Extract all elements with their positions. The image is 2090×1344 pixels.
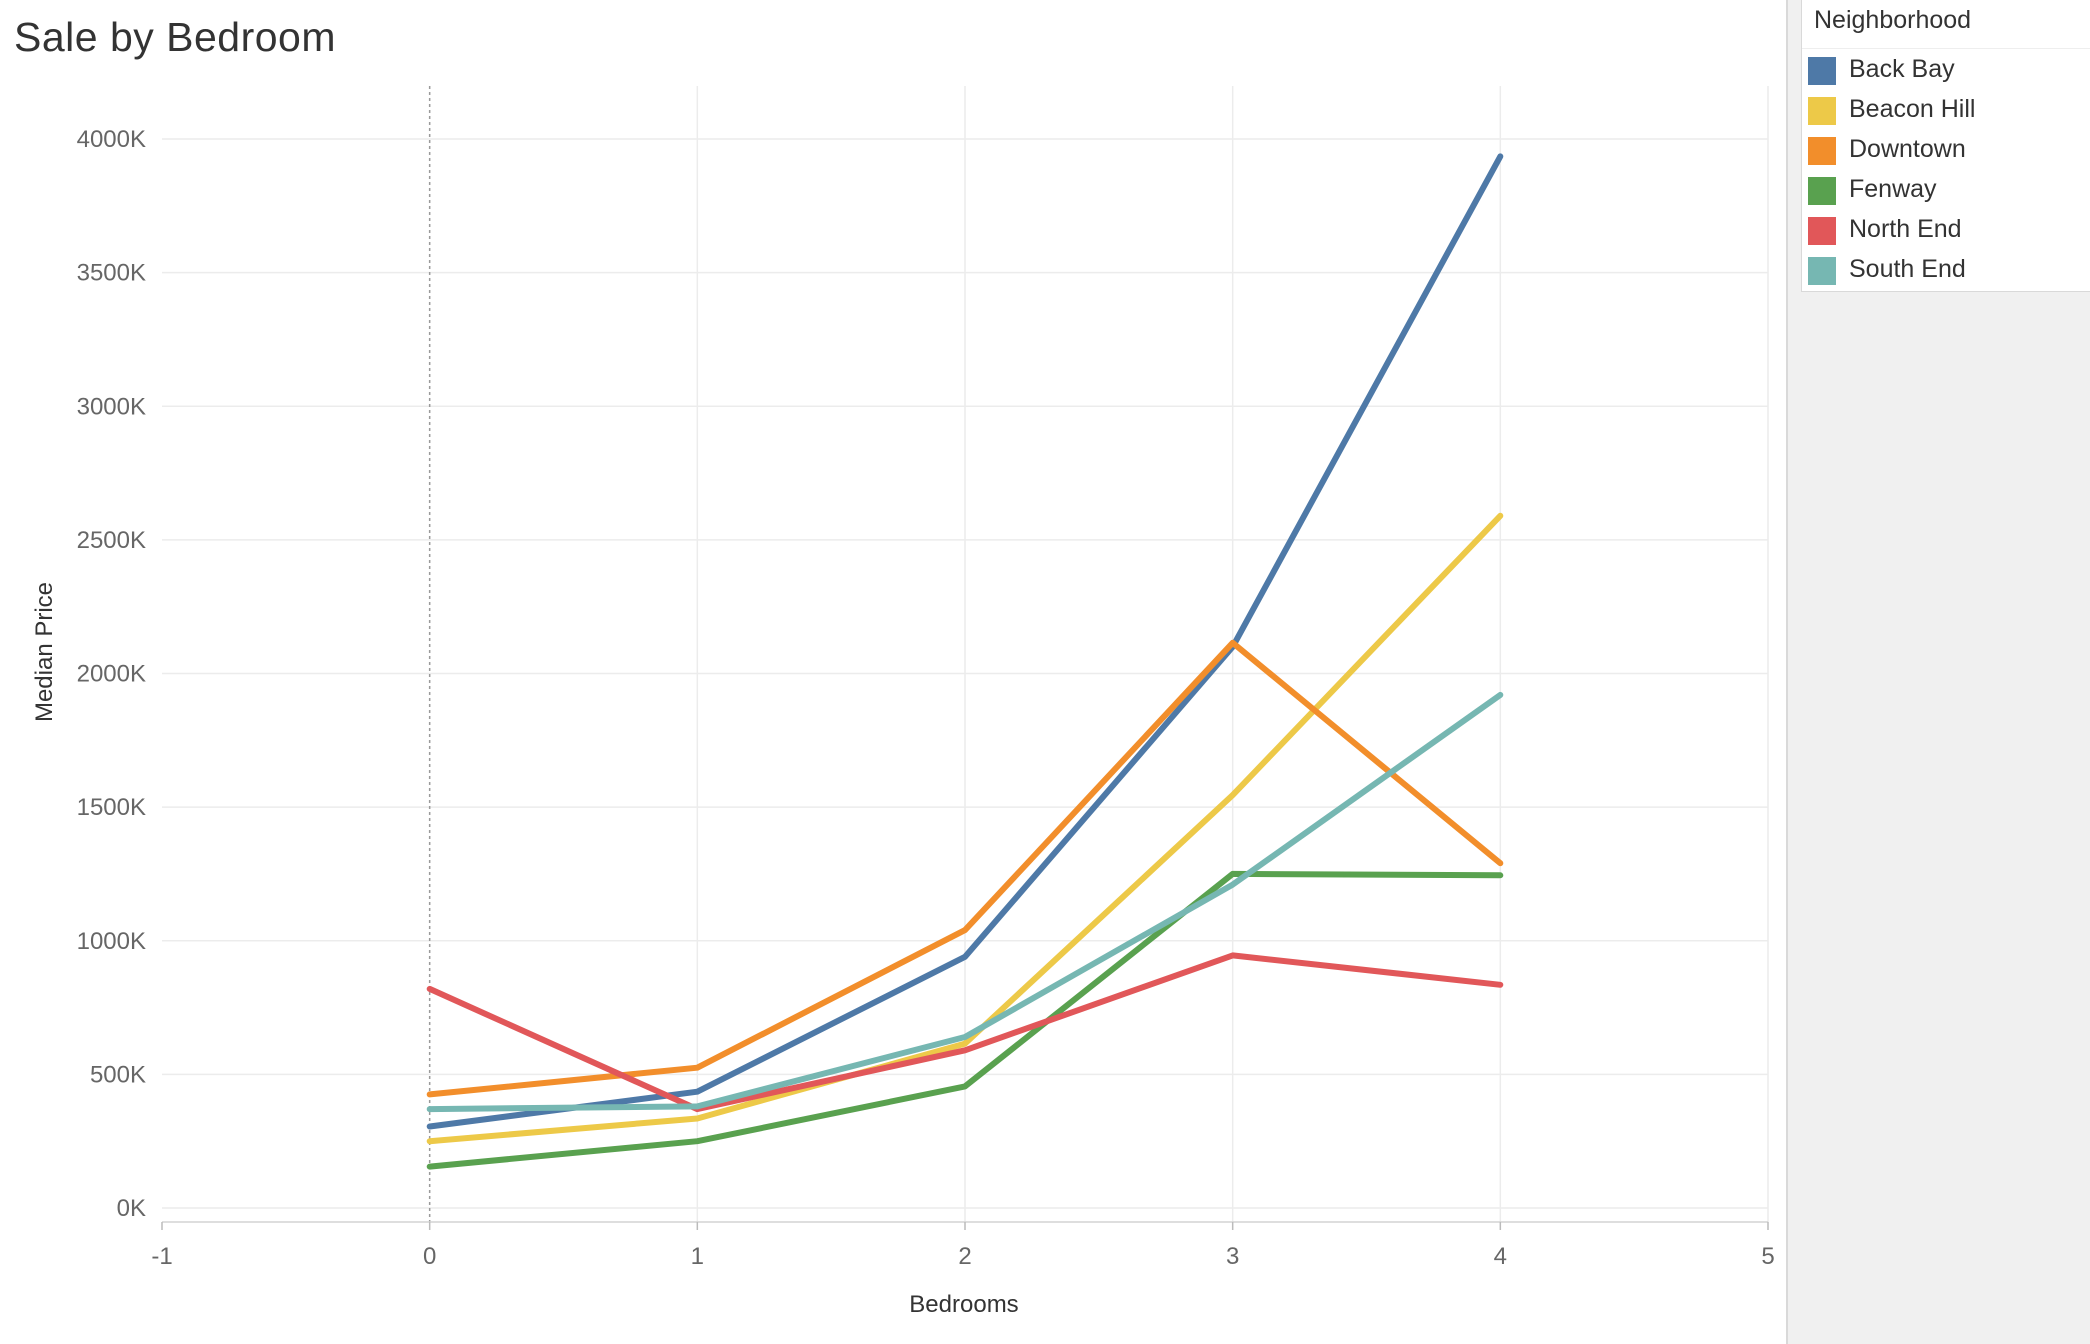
legend-label-north-end: North End <box>1849 215 1962 243</box>
legend-label-south-end: South End <box>1849 255 1966 283</box>
series-line-south-end[interactable] <box>426 691 1504 1113</box>
x-tick-label: -1 <box>151 1243 172 1270</box>
series-line-downtown[interactable] <box>426 639 1504 1098</box>
legend-label-back-bay: Back Bay <box>1849 55 1955 83</box>
x-tick-label: 0 <box>423 1243 436 1270</box>
x-tick-label: 1 <box>691 1243 704 1270</box>
grid-layer <box>162 86 1769 1222</box>
x-tick-label: 3 <box>1226 1243 1239 1270</box>
x-tick-label: 5 <box>1761 1243 1774 1270</box>
legend-item-back-bay[interactable]: Back Bay <box>1808 53 2088 89</box>
legend-item-beacon-hill[interactable]: Beacon Hill <box>1808 93 2088 129</box>
legend-header-divider <box>1802 48 2090 49</box>
legend-item-fenway[interactable]: Fenway <box>1808 173 2088 209</box>
x-tick-label: 4 <box>1494 1243 1507 1270</box>
y-tick-label: 1000K <box>77 928 146 955</box>
y-tick-label: 2000K <box>77 661 146 688</box>
line-chart: -1 0 1 2 3 4 5 0K 500K 1000K 1500K 2000K 2500K 3000K 3… <box>31 86 1775 1318</box>
legend-label-downtown: Downtown <box>1849 135 1966 163</box>
x-axis-title: Bedrooms <box>909 1291 1018 1318</box>
legend-swatch-back-bay <box>1808 57 1836 85</box>
legend: Neighborhood Back Bay Beacon Hill Downto… <box>1801 0 2090 292</box>
chart-area: Sale by Bedroom -1 0 1 2 3 4 5 0K 500K 1000K 1500K… <box>14 14 1775 1318</box>
legend-label-beacon-hill: Beacon Hill <box>1849 95 1976 123</box>
legend-item-north-end[interactable]: North End <box>1808 213 2088 249</box>
series-line-fenway[interactable] <box>426 870 1504 1170</box>
legend-swatch-north-end <box>1808 217 1836 245</box>
legend-swatch-beacon-hill <box>1808 97 1836 125</box>
panel-divider <box>1786 0 1788 1344</box>
series-line-beacon-hill[interactable] <box>426 512 1504 1145</box>
y-tick-label: 3000K <box>77 393 146 420</box>
legend-swatch-downtown <box>1808 137 1836 165</box>
legend-swatch-south-end <box>1808 257 1836 285</box>
legend-item-south-end[interactable]: South End <box>1808 253 2088 289</box>
legend-swatch-fenway <box>1808 177 1836 205</box>
y-axis-title: Median Price <box>31 582 58 722</box>
legend-title: Neighborhood <box>1814 6 1972 34</box>
y-tick-label: 1500K <box>77 794 146 821</box>
chart-title: Sale by Bedroom <box>14 14 337 60</box>
legend-item-downtown[interactable]: Downtown <box>1808 133 2088 169</box>
legend-label-fenway: Fenway <box>1849 175 1937 203</box>
series-line-back-bay[interactable] <box>426 153 1504 1130</box>
axis-layer: -1 0 1 2 3 4 5 0K 500K 1000K 1500K 2000K 2500K 3000K 3… <box>31 126 1775 1318</box>
y-tick-label: 500K <box>90 1061 146 1088</box>
x-tick-label: 2 <box>958 1243 971 1270</box>
series-layer <box>426 153 1504 1170</box>
y-tick-label: 0K <box>117 1195 146 1222</box>
series-line-north-end[interactable] <box>426 952 1504 1113</box>
y-tick-label: 3500K <box>77 260 146 287</box>
y-tick-label: 4000K <box>77 126 146 153</box>
y-tick-label: 2500K <box>77 527 146 554</box>
